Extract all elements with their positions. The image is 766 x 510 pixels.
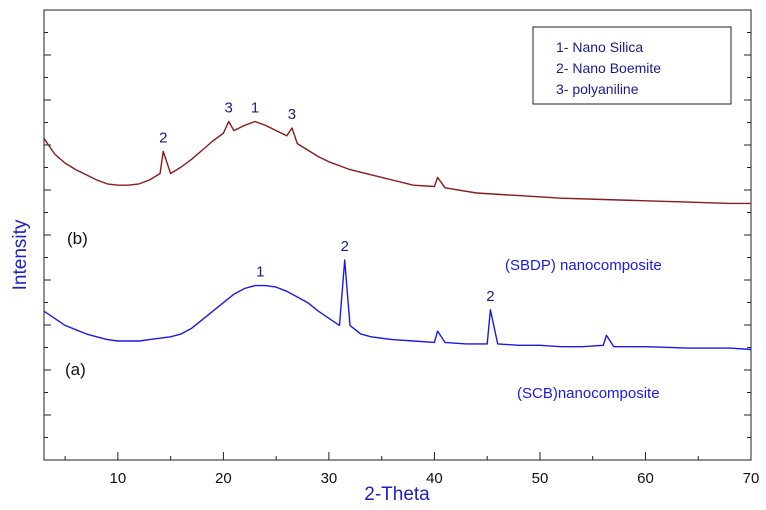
x-tick-label: 40 <box>426 470 443 487</box>
peak-label: 2 <box>341 238 349 255</box>
legend-entry-polyaniline: 3- polyaniline <box>556 81 639 97</box>
legend-entry-nano-silica: 1- Nano Silica <box>556 39 643 55</box>
peak-label: 2 <box>486 288 494 305</box>
series-name-sbdp: (SBDP) nanocomposite <box>505 257 662 274</box>
series-name-scb: (SCB)nanocomposite <box>517 385 660 402</box>
legend-box <box>532 26 732 105</box>
peak-label: 2 <box>159 129 167 146</box>
x-tick-label: 20 <box>215 470 232 487</box>
series-line-scb <box>43 259 752 351</box>
x-tick-label: 70 <box>743 470 760 487</box>
x-tick-label: 60 <box>637 470 654 487</box>
series-line-sbdp <box>43 120 751 205</box>
peak-label: 3 <box>224 100 232 117</box>
peak-label: 3 <box>288 106 296 123</box>
legend: 1- Nano Silica 2- Nano Boemite 3- polyan… <box>532 26 732 105</box>
x-tick-label: 30 <box>321 470 338 487</box>
axis-ticks: 10 20 30 40 50 60 70 <box>44 32 760 487</box>
peak-label: 1 <box>256 264 264 281</box>
peak-label: 1 <box>251 100 259 117</box>
series-tag-b: (b) <box>67 229 88 248</box>
label-layer: 1 2 2 2 3 1 3 <box>159 100 494 305</box>
series-layer <box>43 120 752 351</box>
x-tick-label: 50 <box>532 470 549 487</box>
legend-entry-nano-boemite: 2- Nano Boemite <box>556 60 661 76</box>
x-tick-label: 10 <box>110 470 127 487</box>
x-axis-title: 2-Theta <box>364 484 430 505</box>
y-axis-title: Intensity <box>10 219 31 290</box>
series-tag-a: (a) <box>65 360 86 379</box>
